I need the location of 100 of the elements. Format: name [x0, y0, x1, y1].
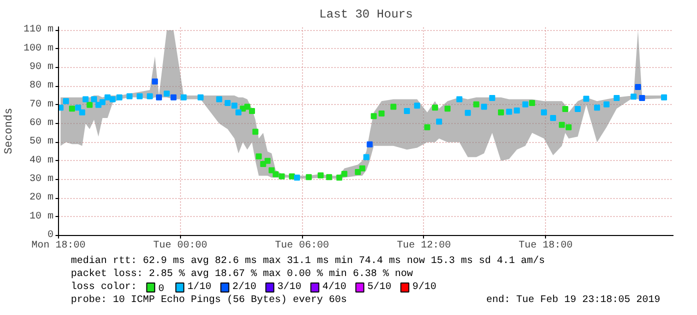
point: [126, 93, 133, 100]
point: [366, 141, 373, 148]
point: [481, 104, 488, 110]
point: [594, 104, 600, 111]
text: packet loss: 2.85 % avg 18.67 % max 0.00 % min 6.38 % now: [70, 268, 413, 280]
point: [82, 96, 89, 102]
y-tick-label: 60 m: [29, 118, 54, 130]
point: [69, 106, 76, 112]
text: probe: 10 ICMP Echo Pings (56 Bytes) every 60s: [70, 294, 347, 306]
legend-title: loss color:: [70, 281, 137, 293]
legend-label: 4/10: [322, 281, 346, 293]
point: [630, 94, 637, 100]
point: [529, 100, 536, 106]
point: [522, 101, 528, 108]
point: [464, 110, 471, 116]
point: [583, 96, 590, 102]
y-tick-label: 10 m: [29, 211, 54, 222]
point: [264, 158, 271, 164]
point: [91, 96, 98, 102]
y-tick-label: 40 m: [29, 155, 54, 166]
point: [336, 174, 342, 181]
point: [489, 94, 496, 101]
point: [170, 94, 177, 100]
point: [75, 104, 82, 111]
point: [272, 171, 279, 178]
point: [634, 84, 641, 90]
point: [156, 94, 162, 100]
point: [164, 90, 170, 97]
text: median rtt: 62.9 ms avg 82.6 ms max 31.1 ms min 74.4 ms now 15.3 ms sd 4.1 am/s: [70, 255, 545, 267]
point: [363, 154, 370, 160]
legend-label: 1/10: [187, 281, 212, 293]
point: [341, 170, 348, 177]
point: [62, 98, 69, 104]
point: [473, 101, 480, 108]
y-tick-label: 20 m: [29, 192, 54, 204]
point: [354, 169, 361, 176]
legend-label: 5/10: [367, 281, 392, 293]
x-tick-label: Tue 12:00: [396, 240, 451, 252]
point: [252, 128, 258, 135]
point: [278, 173, 285, 180]
point: [152, 78, 158, 85]
chart-title: Last 30 Hours: [319, 8, 413, 22]
x-tick-label: Tue 06:00: [275, 240, 330, 252]
point: [574, 106, 581, 112]
point: [146, 93, 153, 100]
legend-label: 9/10: [412, 281, 436, 293]
point: [566, 124, 572, 130]
point: [661, 94, 668, 100]
x-tick-label: Tue 00:00: [153, 240, 208, 252]
point: [432, 104, 438, 111]
point: [390, 104, 396, 110]
point: [404, 108, 410, 114]
point: [231, 102, 238, 109]
point: [540, 109, 547, 116]
legend-label: 0: [158, 284, 164, 295]
point: [224, 100, 231, 106]
point: [268, 167, 275, 174]
y-tick-label: 30 m: [29, 174, 54, 186]
point: [180, 94, 187, 100]
point: [110, 96, 116, 102]
point: [294, 174, 300, 181]
point: [318, 172, 324, 178]
point: [99, 99, 106, 106]
text: end: Tue Feb 19 23:18:05 2019: [486, 294, 660, 306]
point: [306, 174, 312, 180]
point: [456, 96, 462, 102]
y-tick-label: 70 m: [29, 99, 54, 110]
point: [436, 118, 442, 125]
point: [86, 102, 93, 108]
point: [216, 96, 222, 102]
point: [58, 104, 64, 111]
x-tick-label: Tue 18:00: [518, 240, 573, 252]
point: [249, 108, 255, 114]
legend-label: 3/10: [277, 281, 302, 293]
y-tick-label: 50 m: [29, 136, 54, 148]
point: [614, 94, 620, 101]
y-tick-label: 80 m: [29, 80, 54, 92]
point: [550, 114, 556, 121]
point: [104, 94, 111, 100]
point: [424, 124, 430, 130]
point: [244, 104, 250, 110]
point: [198, 94, 204, 100]
point: [378, 110, 385, 116]
point: [326, 174, 332, 180]
legend-label: 2/10: [232, 281, 256, 293]
point: [506, 108, 512, 115]
y-tick-label: 100 m: [23, 43, 54, 54]
point: [256, 153, 262, 160]
point: [558, 122, 565, 128]
y-axis-title: Seconds: [3, 108, 16, 154]
x-tick-label: Mon 18:00: [31, 240, 86, 252]
y-tick-label: 90 m: [29, 62, 54, 74]
point: [359, 165, 366, 172]
point: [514, 107, 520, 114]
point: [562, 106, 568, 112]
point: [116, 94, 122, 100]
point: [444, 106, 451, 112]
y-tick-label: 110 m: [23, 24, 54, 36]
point: [235, 109, 242, 116]
point: [136, 93, 143, 100]
